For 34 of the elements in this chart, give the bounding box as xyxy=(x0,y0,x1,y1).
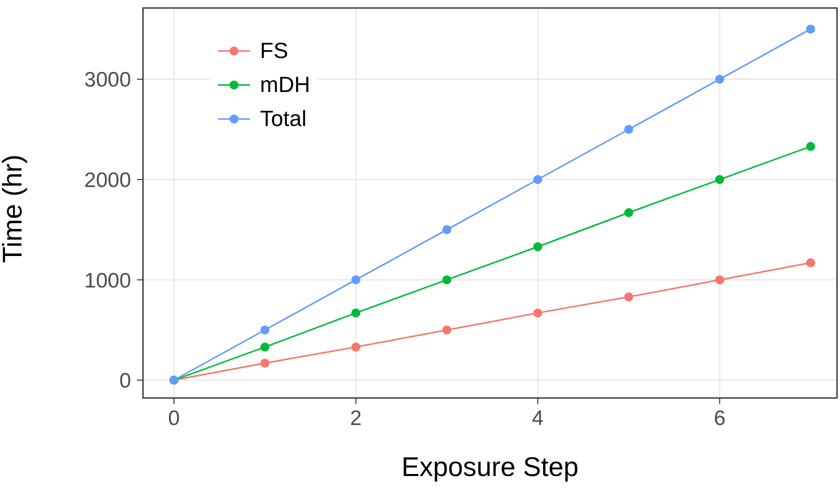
legend-label: mDH xyxy=(260,72,310,98)
x-tick-label: 2 xyxy=(350,406,362,430)
x-axis-title: Exposure Step xyxy=(401,452,579,482)
point xyxy=(442,325,452,334)
point xyxy=(806,24,816,34)
point xyxy=(260,358,270,368)
point xyxy=(533,242,542,252)
point xyxy=(351,308,360,318)
point xyxy=(806,142,816,151)
point xyxy=(533,175,542,184)
point xyxy=(260,342,270,352)
point xyxy=(715,175,724,184)
point xyxy=(351,342,360,352)
point xyxy=(260,325,270,334)
y-tick-label: 2000 xyxy=(84,168,131,192)
y-axis-title: Time (hr) xyxy=(0,154,28,263)
point xyxy=(715,74,724,84)
point xyxy=(806,258,816,268)
y-tick-label: 0 xyxy=(119,370,131,393)
point xyxy=(533,308,542,318)
point xyxy=(624,208,634,218)
legend-label: FS xyxy=(260,38,288,64)
point xyxy=(624,124,634,134)
point xyxy=(624,292,634,302)
point xyxy=(442,275,452,284)
y-tick-label: 3000 xyxy=(84,68,131,92)
y-tick-label: 1000 xyxy=(84,269,131,292)
x-tick-label: 0 xyxy=(168,406,180,430)
x-tick-label: 6 xyxy=(714,406,726,430)
point xyxy=(442,225,452,234)
point xyxy=(351,275,360,284)
legend-label: Total xyxy=(260,106,306,132)
point xyxy=(715,275,724,284)
x-tick-label: 4 xyxy=(532,406,544,430)
